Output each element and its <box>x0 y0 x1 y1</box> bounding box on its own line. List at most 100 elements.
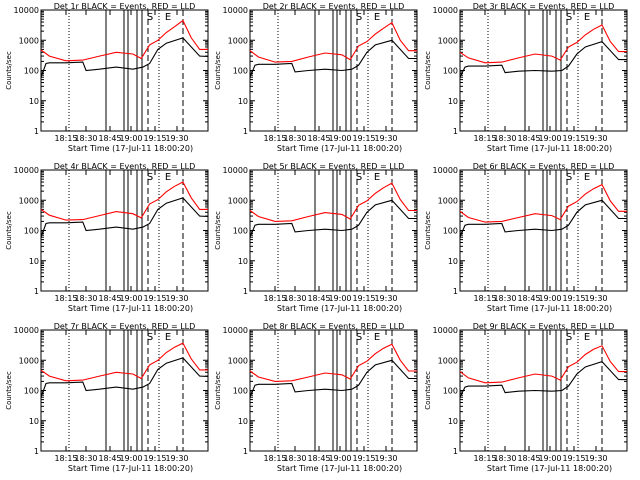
y-tick-label: 1000 <box>19 196 39 205</box>
y-axis-label: Counts/sec <box>424 51 432 90</box>
detector-panel: Det 7r BLACK = Events, RED = LLD 1 10 100 10… <box>5 322 209 473</box>
panel-title: Det 8r BLACK = Events, RED = LLD <box>263 322 405 331</box>
x-axis-label: Start Time (17-Jul-11 18:00:20) <box>277 304 402 313</box>
x-tick-label: 19:30 <box>374 294 397 303</box>
y-tick-label: 10000 <box>433 326 458 335</box>
x-tick-label: 18:15 <box>263 454 286 463</box>
x-tick-label: 19:15 <box>562 134 585 143</box>
y-axis-label: Counts/sec <box>5 371 13 410</box>
panel-title: Det 6r BLACK = Events, RED = LLD <box>473 162 615 171</box>
x-tick-label: 19:15 <box>143 134 166 143</box>
y-tick-label: 100 <box>443 387 458 396</box>
y-tick-label: 10000 <box>223 6 248 15</box>
events-curve <box>249 359 417 398</box>
y-tick-label: 10 <box>238 417 248 426</box>
marker-label-e: E <box>584 172 590 183</box>
x-tick-label: 19:00 <box>119 294 142 303</box>
detector-panel: Det 9r BLACK = Events, RED = LLD 1 10 100 10… <box>424 322 628 473</box>
x-tick-label: 18:30 <box>283 134 306 143</box>
y-tick-label: 10 <box>238 257 248 266</box>
y-tick-label: 10 <box>448 97 458 106</box>
x-tick-label: 19:15 <box>562 454 585 463</box>
y-axis-label: Counts/sec <box>5 51 13 90</box>
detector-panel: Det 3r BLACK = Events, RED = LLD 1 10 100 10… <box>424 2 628 153</box>
x-tick-label: 18:15 <box>263 294 286 303</box>
lld-curve <box>249 343 417 382</box>
panel-title: Det 9r BLACK = Events, RED = LLD <box>473 322 615 331</box>
x-tick-label: 19:00 <box>538 454 561 463</box>
marker-label-s: S <box>147 332 153 343</box>
y-tick-label: 1 <box>243 127 248 136</box>
y-tick-label: 1000 <box>438 196 458 205</box>
marker-label-e: E <box>374 172 380 183</box>
y-tick-label: 100 <box>233 227 248 236</box>
events-curve <box>459 199 627 238</box>
lld-curve <box>40 181 208 221</box>
lld-curve <box>249 182 417 222</box>
x-tick-label: 19:00 <box>328 134 351 143</box>
x-tick-label: 18:30 <box>493 134 516 143</box>
x-tick-label: 19:15 <box>143 294 166 303</box>
x-tick-label: 18:30 <box>493 294 516 303</box>
y-tick-label: 1000 <box>438 36 458 45</box>
panel-title: Det 1r BLACK = Events, RED = LLD <box>54 2 196 11</box>
detector-panel: Det 1r BLACK = Events, RED = LLD 1 10 100 10… <box>5 2 209 153</box>
detector-panel: Det 6r BLACK = Events, RED = LLD 1 10 100 10… <box>424 162 628 313</box>
x-tick-label: 18:15 <box>473 134 496 143</box>
y-tick-label: 1 <box>243 287 248 296</box>
marker-label-s: S <box>356 332 362 343</box>
x-tick-label: 19:00 <box>119 454 142 463</box>
marker-label-e: E <box>584 12 590 23</box>
x-tick-label: 19:30 <box>584 294 607 303</box>
x-tick-label: 19:15 <box>352 294 375 303</box>
y-tick-label: 100 <box>233 67 248 76</box>
y-axis-label: Counts/sec <box>5 211 13 250</box>
x-axis-label: Start Time (17-Jul-11 18:00:20) <box>277 464 402 473</box>
x-tick-label: 19:30 <box>374 454 397 463</box>
detector-panel: Det 8r BLACK = Events, RED = LLD 1 10 100 10… <box>214 322 418 473</box>
y-tick-label: 100 <box>233 387 248 396</box>
x-tick-label: 19:00 <box>328 454 351 463</box>
x-tick-label: 18:15 <box>263 134 286 143</box>
x-tick-label: 19:30 <box>374 134 397 143</box>
x-tick-label: 18:45 <box>517 294 540 303</box>
marker-label-s: S <box>356 172 362 183</box>
marker-label-e: E <box>165 172 171 183</box>
y-tick-label: 10 <box>29 417 39 426</box>
y-tick-label: 1 <box>453 287 458 296</box>
x-tick-label: 18:45 <box>307 454 330 463</box>
x-tick-label: 18:45 <box>98 134 121 143</box>
marker-label-e: E <box>374 332 380 343</box>
marker-label-e: E <box>374 12 380 23</box>
x-tick-label: 18:30 <box>283 454 306 463</box>
events-curve <box>249 199 417 238</box>
x-tick-label: 19:30 <box>165 294 188 303</box>
x-tick-label: 18:45 <box>98 454 121 463</box>
x-tick-label: 18:15 <box>473 294 496 303</box>
x-axis-label: Start Time (17-Jul-11 18:00:20) <box>487 304 612 313</box>
x-tick-label: 18:45 <box>98 294 121 303</box>
x-tick-label: 19:30 <box>584 134 607 143</box>
lld-curve <box>459 345 627 384</box>
x-tick-label: 19:15 <box>352 454 375 463</box>
panel-title: Det 2r BLACK = Events, RED = LLD <box>263 2 405 11</box>
y-tick-label: 100 <box>24 67 39 76</box>
y-tick-label: 1 <box>34 287 39 296</box>
y-tick-label: 1000 <box>19 36 39 45</box>
x-tick-label: 18:45 <box>307 134 330 143</box>
x-tick-label: 19:15 <box>143 454 166 463</box>
y-tick-label: 10000 <box>14 326 39 335</box>
y-tick-label: 1 <box>34 447 39 456</box>
detector-panel: Det 5r BLACK = Events, RED = LLD 1 10 100 10… <box>214 162 418 313</box>
y-tick-label: 10000 <box>433 6 458 15</box>
x-tick-label: 18:15 <box>54 294 77 303</box>
x-tick-label: 19:00 <box>119 134 142 143</box>
marker-label-s: S <box>566 12 572 23</box>
x-tick-label: 18:30 <box>493 454 516 463</box>
y-axis-label: Counts/sec <box>424 371 432 410</box>
events-curve <box>249 39 417 78</box>
y-tick-label: 1000 <box>228 356 248 365</box>
lld-curve <box>40 19 208 62</box>
lld-curve <box>459 183 627 223</box>
events-curve <box>40 37 209 78</box>
